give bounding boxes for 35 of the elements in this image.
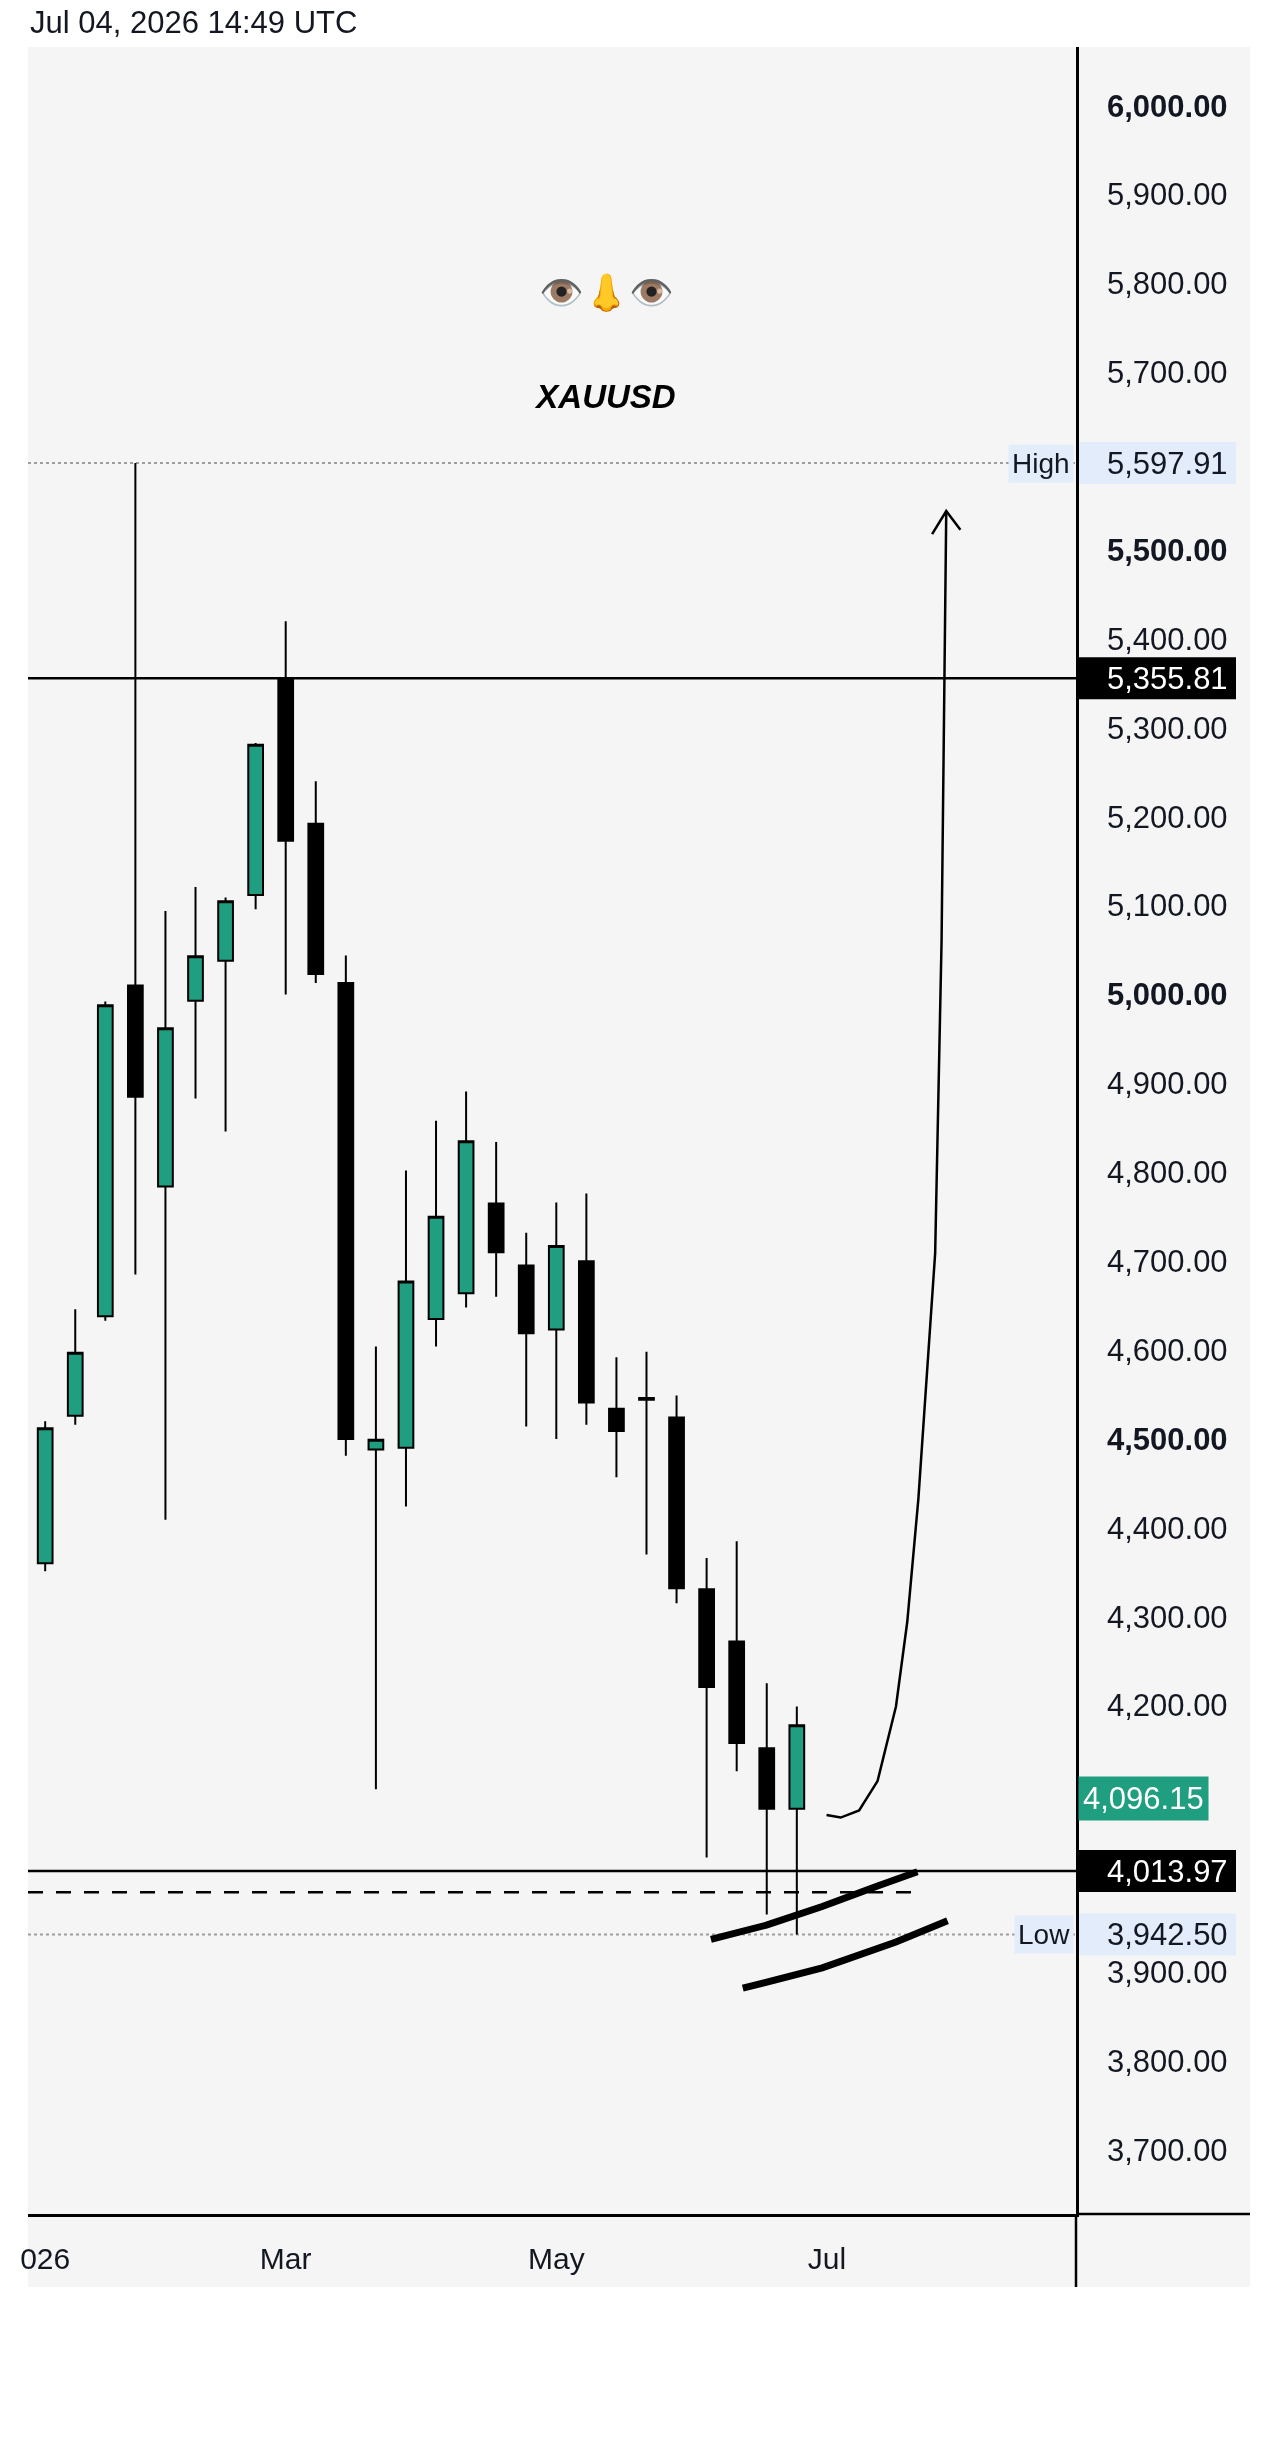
y-tick-label: 3,900.00 <box>1106 1955 1228 1991</box>
y-tick-label: 3,942.50 <box>1106 1917 1228 1953</box>
y-tick-label: 5,800.00 <box>1106 266 1228 302</box>
x-tick-label: 026 <box>20 2241 71 2275</box>
y-tick-label: 3,700.00 <box>1106 2132 1228 2168</box>
y-tick-label: 4,900.00 <box>1106 1066 1228 1102</box>
y-tick-label: 4,700.00 <box>1106 1244 1228 1280</box>
y-tick-label: 5,400.00 <box>1106 621 1228 657</box>
y-tick-label: 5,900.00 <box>1106 177 1228 213</box>
ref-line-label: Low <box>1018 1919 1071 1950</box>
y-tick-label: 3,800.00 <box>1106 2043 1228 2079</box>
x-tick-label: Jul <box>807 2241 847 2275</box>
y-tick-label: 4,800.00 <box>1106 1155 1228 1191</box>
y-tick-label: 5,200.00 <box>1106 799 1228 835</box>
y-tick-label: 4,200.00 <box>1106 1688 1228 1724</box>
y-tick-label: 6,000.00 <box>1106 88 1228 124</box>
y-tick-label: 5,300.00 <box>1106 710 1228 746</box>
x-tick-label: Mar <box>259 2241 312 2275</box>
y-tick-label: 5,597.91 <box>1106 445 1228 481</box>
y-tick-label: 4,500.00 <box>1106 1421 1228 1457</box>
text: XAUUSD <box>534 377 676 415</box>
y-tick-label: 4,013.97 <box>1106 1853 1228 1889</box>
y-tick-label: 4,300.00 <box>1106 1599 1228 1635</box>
x-tick-label: May <box>527 2241 585 2275</box>
y-tick-label: 5,100.00 <box>1106 888 1228 924</box>
text: Jul 04, 2026 14:49 UTC <box>30 5 358 40</box>
y-tick-label: 4,600.00 <box>1106 1332 1228 1368</box>
y-tick-label: 5,500.00 <box>1106 532 1228 568</box>
text: 4,096.15 <box>1083 1781 1204 1816</box>
y-tick-label: 5,000.00 <box>1106 977 1228 1013</box>
ref-line-label: High <box>1012 448 1070 479</box>
y-tick-label: 5,700.00 <box>1106 355 1228 391</box>
y-tick-label: 5,355.81 <box>1106 661 1228 697</box>
y-tick-label: 4,400.00 <box>1106 1510 1228 1546</box>
annotation: 👁👃👁 <box>539 272 674 313</box>
